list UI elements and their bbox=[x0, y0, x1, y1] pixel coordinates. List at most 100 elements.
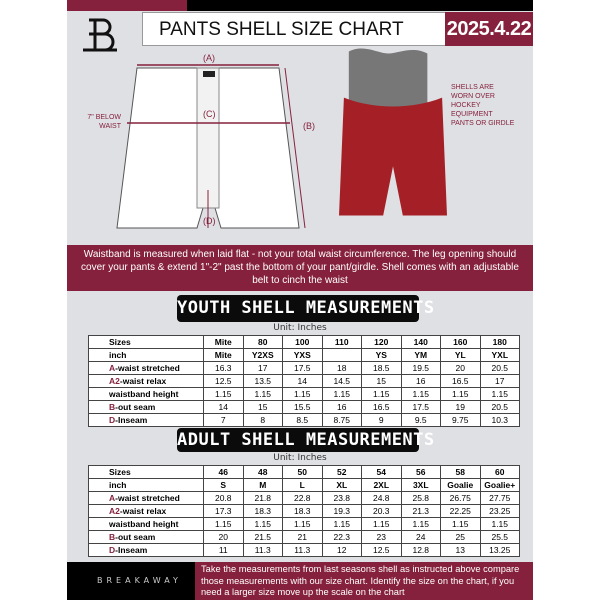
table-cell: 22.8 bbox=[282, 491, 323, 505]
table-cell: 16 bbox=[400, 374, 441, 388]
table-cell: 20 bbox=[203, 530, 244, 544]
table-cell: Y2XS bbox=[242, 348, 283, 362]
row-prefix: B bbox=[109, 401, 116, 412]
table-cell: 17.5 bbox=[400, 400, 441, 414]
table-row: waistband height 1.15 1.15 1.15 1.15 1.15 1.15… bbox=[88, 517, 520, 531]
table-cell: 13.5 bbox=[242, 374, 283, 388]
table-cell: 19 bbox=[440, 400, 481, 414]
table-cell: 19.3 bbox=[321, 504, 362, 518]
table-cell: 48 bbox=[242, 465, 283, 479]
row-label-text: inch bbox=[109, 349, 127, 360]
table-cell: 24 bbox=[400, 530, 441, 544]
table-cell: 1.15 bbox=[321, 387, 362, 401]
table-cell: 52 bbox=[321, 465, 362, 479]
table-row: Sizes Mite 80 100 110 120 140 160 180 bbox=[88, 335, 520, 349]
row-prefix: B bbox=[109, 531, 116, 542]
adult-table: Sizes 46 48 50 52 54 56 58 60 inch S M L XL 2XL 3XL Goal… bbox=[88, 465, 520, 557]
table-cell: 160 bbox=[440, 335, 481, 349]
table-cell: 180 bbox=[479, 335, 520, 349]
table-cell: 23.25 bbox=[479, 504, 520, 518]
photo-note: SHELLS ARE WORN OVER HOCKEY EQUIPMENT PA… bbox=[451, 84, 515, 127]
table-cell: 22.25 bbox=[440, 504, 481, 518]
row-prefix: A2 bbox=[109, 505, 120, 516]
row-label-text: -waist stretched bbox=[115, 492, 180, 503]
table-cell: 8.75 bbox=[321, 413, 362, 427]
table-cell: 54 bbox=[361, 465, 402, 479]
table-cell bbox=[321, 348, 362, 362]
table-cell: 17 bbox=[242, 361, 283, 375]
table-cell: 25.8 bbox=[400, 491, 441, 505]
table-cell: 1.15 bbox=[400, 387, 441, 401]
table-cell: 23.8 bbox=[321, 491, 362, 505]
row-label: A2-waist relax bbox=[88, 374, 204, 388]
row-prefix: D bbox=[109, 414, 116, 425]
table-cell: M bbox=[242, 478, 283, 492]
table-cell: 50 bbox=[282, 465, 323, 479]
table-cell: Mite bbox=[203, 335, 244, 349]
table-row: A-waist stretched 16.3 17 17.5 18 18.5 19.5 20 2… bbox=[88, 361, 520, 375]
row-label: D-Inseam bbox=[88, 543, 204, 557]
table-cell: Mite bbox=[203, 348, 244, 362]
row-label-text: inch bbox=[109, 479, 127, 490]
label-d: (D) bbox=[203, 216, 216, 226]
table-cell: 20.5 bbox=[479, 361, 520, 375]
table-cell: Goalie bbox=[440, 478, 481, 492]
table-cell: 1.15 bbox=[400, 517, 441, 531]
table-cell: 12 bbox=[321, 543, 362, 557]
table-row: A2-waist relax 12.5 13.5 14 14.5 15 16 16.5 17 bbox=[88, 374, 520, 388]
label-a: (A) bbox=[203, 53, 215, 63]
row-label: Sizes bbox=[88, 335, 204, 349]
table-row: B-out seam 20 21.5 21 22.3 23 24 25 25.5 bbox=[88, 530, 520, 544]
table-cell: 21 bbox=[282, 530, 323, 544]
row-prefix: D bbox=[109, 544, 116, 555]
table-cell: 11 bbox=[203, 543, 244, 557]
row-prefix: A bbox=[109, 362, 116, 373]
row-label: waistband height bbox=[88, 517, 204, 531]
table-cell: 14 bbox=[282, 374, 323, 388]
row-label-text: -waist relax bbox=[119, 505, 167, 516]
top-bar bbox=[67, 0, 533, 11]
table-cell: 1.15 bbox=[203, 387, 244, 401]
table-cell: 1.15 bbox=[321, 517, 362, 531]
table-row: A2-waist relax 17.3 18.3 18.3 19.3 20.3 21.3 22… bbox=[88, 504, 520, 518]
row-label-text: -Inseam bbox=[115, 544, 148, 555]
table-cell: 25.5 bbox=[479, 530, 520, 544]
shell-photo bbox=[339, 48, 447, 216]
table-cell: 22.3 bbox=[321, 530, 362, 544]
row-label-text: Sizes bbox=[109, 466, 131, 477]
row-label-text: Sizes bbox=[109, 336, 131, 347]
table-cell: 1.15 bbox=[242, 387, 283, 401]
table-cell: 140 bbox=[400, 335, 441, 349]
table-cell: 13 bbox=[440, 543, 481, 557]
table-row: A-waist stretched 20.8 21.8 22.8 23.8 24.8 25.… bbox=[88, 491, 520, 505]
table-cell: 15 bbox=[361, 374, 402, 388]
row-label: D-Inseam bbox=[88, 413, 204, 427]
row-prefix: A bbox=[109, 492, 116, 503]
shorts-diagram bbox=[116, 64, 306, 229]
row-label: B-out seam bbox=[88, 530, 204, 544]
table-cell: 9 bbox=[361, 413, 402, 427]
row-prefix: A2 bbox=[109, 375, 120, 386]
table-cell: 1.15 bbox=[440, 387, 481, 401]
table-cell: 1.15 bbox=[203, 517, 244, 531]
below-waist-note: 7" BELOW WAIST bbox=[87, 114, 121, 130]
row-label-text: waistband height bbox=[109, 518, 179, 529]
table-cell: 16.3 bbox=[203, 361, 244, 375]
adult-section-title: ADULT SHELL MEASUREMENTS bbox=[177, 428, 435, 452]
table-cell: 19.5 bbox=[400, 361, 441, 375]
row-label: A-waist stretched bbox=[88, 361, 204, 375]
table-cell: 120 bbox=[361, 335, 402, 349]
table-cell: 12.8 bbox=[400, 543, 441, 557]
table-cell: 21.3 bbox=[400, 504, 441, 518]
table-cell: 1.15 bbox=[361, 387, 402, 401]
table-cell: 17.5 bbox=[282, 361, 323, 375]
table-cell: 1.15 bbox=[282, 517, 323, 531]
table-cell: YXS bbox=[282, 348, 323, 362]
table-cell: 11.3 bbox=[242, 543, 283, 557]
table-cell: 12.5 bbox=[361, 543, 402, 557]
row-label-text: -waist stretched bbox=[115, 362, 180, 373]
table-cell: 8 bbox=[242, 413, 283, 427]
table-cell: 16.5 bbox=[440, 374, 481, 388]
row-label: inch bbox=[88, 348, 204, 362]
table-cell: YL bbox=[440, 348, 481, 362]
